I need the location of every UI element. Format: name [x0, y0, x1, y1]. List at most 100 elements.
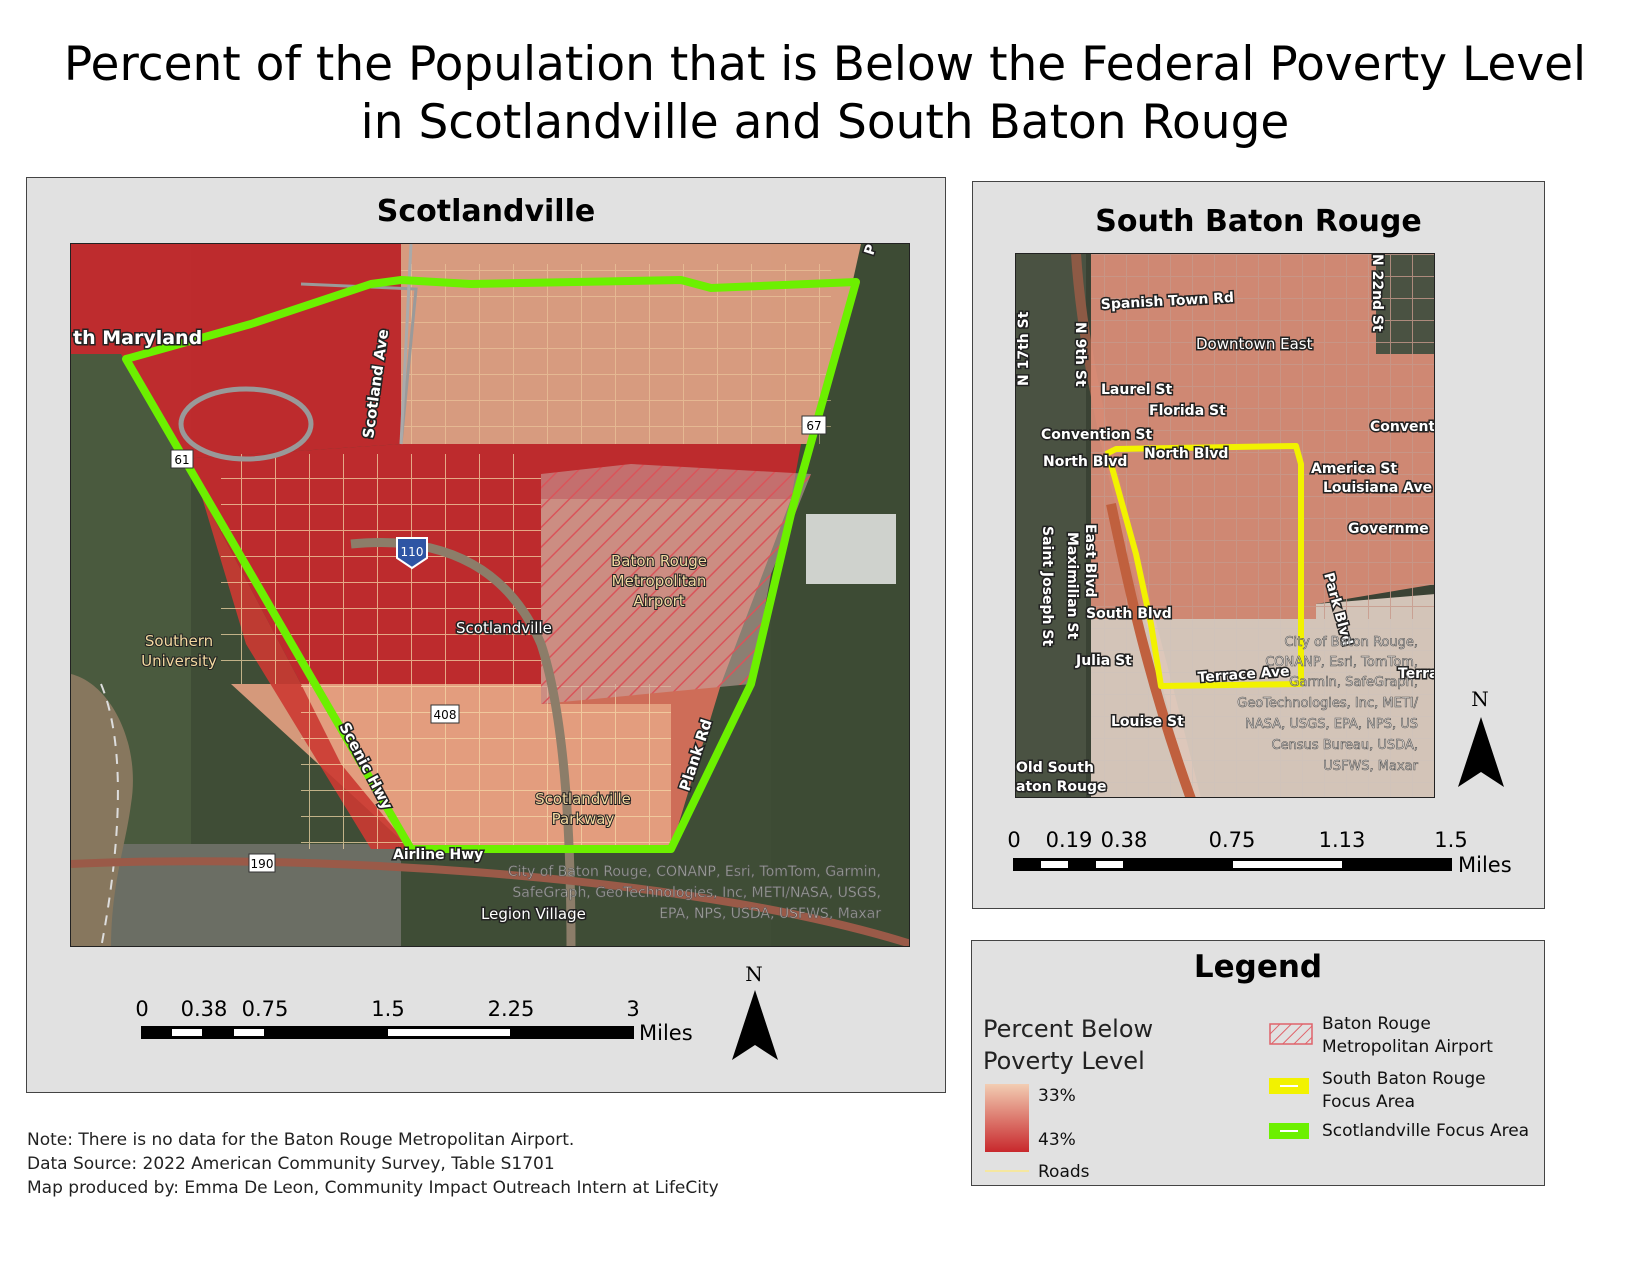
label-convention: Convention St — [1041, 427, 1152, 443]
south-baton-rouge-map[interactable]: Spanish Town Rd N 22nd St N 17th St N 9t… — [1015, 253, 1435, 798]
scotlandville-heading: Scotlandville — [376, 194, 596, 229]
interstate-110 — [350, 538, 576, 946]
label-southern-university-1: Southern — [145, 632, 213, 650]
shield-67: 67 — [806, 419, 821, 433]
sbr-north-letter: N — [1471, 687, 1489, 711]
sbr-attribution-6: Census Bureau, USDA, — [1272, 738, 1419, 753]
label-florida: Florida St — [1149, 403, 1226, 419]
label-scotlandville: Scotlandville — [456, 619, 552, 637]
sbr-attribution-4: GeoTechnologies, Inc, METI/ — [1237, 696, 1418, 711]
sbr-attribution-2: CONANP, Esri, TomTom, — [1265, 655, 1418, 670]
legend-ramp-title-1: Percent Below — [983, 1015, 1154, 1043]
legend-airport-label: Baton Rouge Metropolitan Airport — [1322, 1013, 1493, 1059]
label-airport-3: Airport — [633, 592, 684, 610]
legend-airport-label-1: Baton Rouge — [1322, 1014, 1431, 1034]
scotlandville-map[interactable]: th Maryland Scotland Ave 61 67 110 Baton… — [70, 243, 910, 947]
label-parkway-2: Parkway — [552, 810, 615, 828]
sbr-scale-bar: 0 0.19 0.38 0.75 1.13 1.5 Miles — [973, 824, 1533, 884]
sbr-attribution-7: USFWS, Maxar — [1323, 759, 1418, 774]
legend-scot-focus-label: Scotlandville Focus Area — [1322, 1121, 1530, 1141]
label-louisiana: Louisiana Ave — [1323, 480, 1432, 496]
sbr-scale-bar-graphic — [1013, 858, 1452, 871]
label-convent: Convent — [1370, 419, 1435, 435]
south-focus-boundary[interactable] — [1104, 443, 1304, 689]
label-julia: Julia St — [1075, 653, 1132, 669]
label-terrac: Terrac — [1398, 666, 1435, 682]
sbr-scale-tick-4: 1.13 — [1318, 828, 1366, 852]
label-n17th: N 17th St — [1016, 311, 1032, 386]
north-letter: N — [745, 962, 763, 986]
label-louise: Louise St — [1111, 714, 1184, 730]
label-government: Governme — [1348, 521, 1429, 537]
sbr-scale-tick-5: 1.5 — [1434, 828, 1468, 852]
south-baton-rouge-heading: South Baton Rouge — [1095, 204, 1422, 239]
sbr-attribution-3: Garmin, SafeGraph, — [1289, 675, 1418, 690]
scotlandville-north-arrow: N — [729, 962, 779, 1062]
label-airport-2: Metropolitan — [612, 572, 707, 590]
label-saint-joseph: Saint Joseph St — [1039, 526, 1055, 646]
label-north-blvd-2: North Blvd — [1144, 446, 1228, 462]
attribution-line-1: City of Baton Rouge, CONANP, Esri, TomTo… — [508, 864, 881, 880]
shield-408: 408 — [434, 708, 457, 722]
label-parkway-1: Scotlandville — [535, 790, 631, 808]
sbr-north-arrow: N — [1455, 687, 1505, 787]
shield-i110: 110 — [401, 545, 424, 559]
scale-tick-5: 3 — [626, 997, 640, 1021]
scale-unit: Miles — [639, 1021, 693, 1045]
note-author: Map produced by: Emma De Leon, Community… — [27, 1178, 719, 1198]
scale-tick-3: 1.5 — [371, 997, 405, 1021]
sbr-scale-tick-3: 0.75 — [1208, 828, 1256, 852]
attribution-line-2: SafeGraph, GeoTechnologies, Inc, METI/NA… — [512, 885, 881, 901]
legend-south-focus-label-1: South Baton Rouge — [1322, 1069, 1486, 1089]
shield-61: 61 — [174, 453, 189, 467]
sbr-scale-tick-0: 0 — [1007, 828, 1021, 852]
attribution-line-3: EPA, NPS, USDA, USFWS, Maxar — [659, 906, 881, 922]
sbr-scale-unit: Miles — [1458, 853, 1512, 877]
legend-south-focus-label-2: Focus Area — [1322, 1092, 1416, 1112]
scale-bar-graphic — [141, 1026, 634, 1039]
label-old-south-2: aton Rouge — [1016, 779, 1106, 795]
scale-tick-0: 0 — [135, 997, 149, 1021]
airport-area[interactable] — [541, 464, 811, 704]
label-america: America St — [1311, 461, 1397, 477]
legend-title: Legend — [1193, 949, 1323, 985]
map-title: Percent of the Population that is Below … — [0, 36, 1650, 152]
scale-tick-4: 2.25 — [487, 997, 535, 1021]
legend-south-focus-label: South Baton Rouge Focus Area — [1322, 1068, 1486, 1114]
legend-ramp-low: 43% — [1038, 1130, 1076, 1150]
label-old-south-1: Old South — [1016, 760, 1094, 776]
legend-airport-swatch — [1269, 1023, 1313, 1045]
scale-tick-1: 0.38 — [180, 997, 228, 1021]
sbr-scale-tick-1: 0.19 — [1045, 828, 1093, 852]
legend-airport-label-2: Metropolitan Airport — [1322, 1037, 1493, 1057]
note-data-source: Data Source: 2022 American Community Sur… — [27, 1154, 555, 1174]
label-south-blvd: South Blvd — [1086, 606, 1172, 622]
label-east-blvd: East Blvd — [1082, 524, 1098, 598]
mississippi-river — [71, 674, 133, 946]
notes: Note: There is no data for the Baton Rou… — [27, 1128, 719, 1200]
legend-south-focus-swatch — [1269, 1078, 1309, 1094]
map-title-line-2: in Scotlandville and South Baton Rouge — [360, 95, 1290, 150]
label-north-blvd-1: North Blvd — [1043, 454, 1127, 470]
sbr-scale-tick-2: 0.38 — [1100, 828, 1148, 852]
label-n9th: N 9th St — [1072, 322, 1088, 387]
scotlandville-focus-boundary[interactable] — [122, 276, 860, 853]
label-laurel: Laurel St — [1101, 382, 1172, 398]
sbr-attribution-5: NASA, USGS, EPA, NPS, US — [1245, 717, 1418, 732]
legend-ramp-title: Percent Below Poverty Level — [983, 1013, 1153, 1077]
label-airline-hwy: Airline Hwy — [393, 847, 483, 863]
legend-ramp-title-2: Poverty Level — [983, 1047, 1145, 1075]
north-arrow-icon — [732, 990, 778, 1060]
scale-tick-2: 0.75 — [241, 997, 289, 1021]
scotlandville-scale-bar: 0 0.38 0.75 1.5 2.25 3 Miles — [27, 993, 727, 1053]
note-no-airport-data: Note: There is no data for the Baton Rou… — [27, 1130, 575, 1150]
sbr-attribution-1: City of Baton Rouge, — [1284, 635, 1418, 650]
legend-color-ramp — [985, 1084, 1029, 1152]
label-maximilian: Maximilian St — [1064, 532, 1080, 640]
sbr-north-arrow-icon — [1458, 717, 1504, 787]
scotlandville-frame: Scotlandville — [26, 177, 946, 1093]
label-downtown-east: Downtown East — [1196, 335, 1313, 353]
label-southern-university-2: University — [141, 652, 217, 670]
legend-scot-focus-swatch — [1269, 1123, 1309, 1139]
shield-190: 190 — [251, 857, 274, 871]
